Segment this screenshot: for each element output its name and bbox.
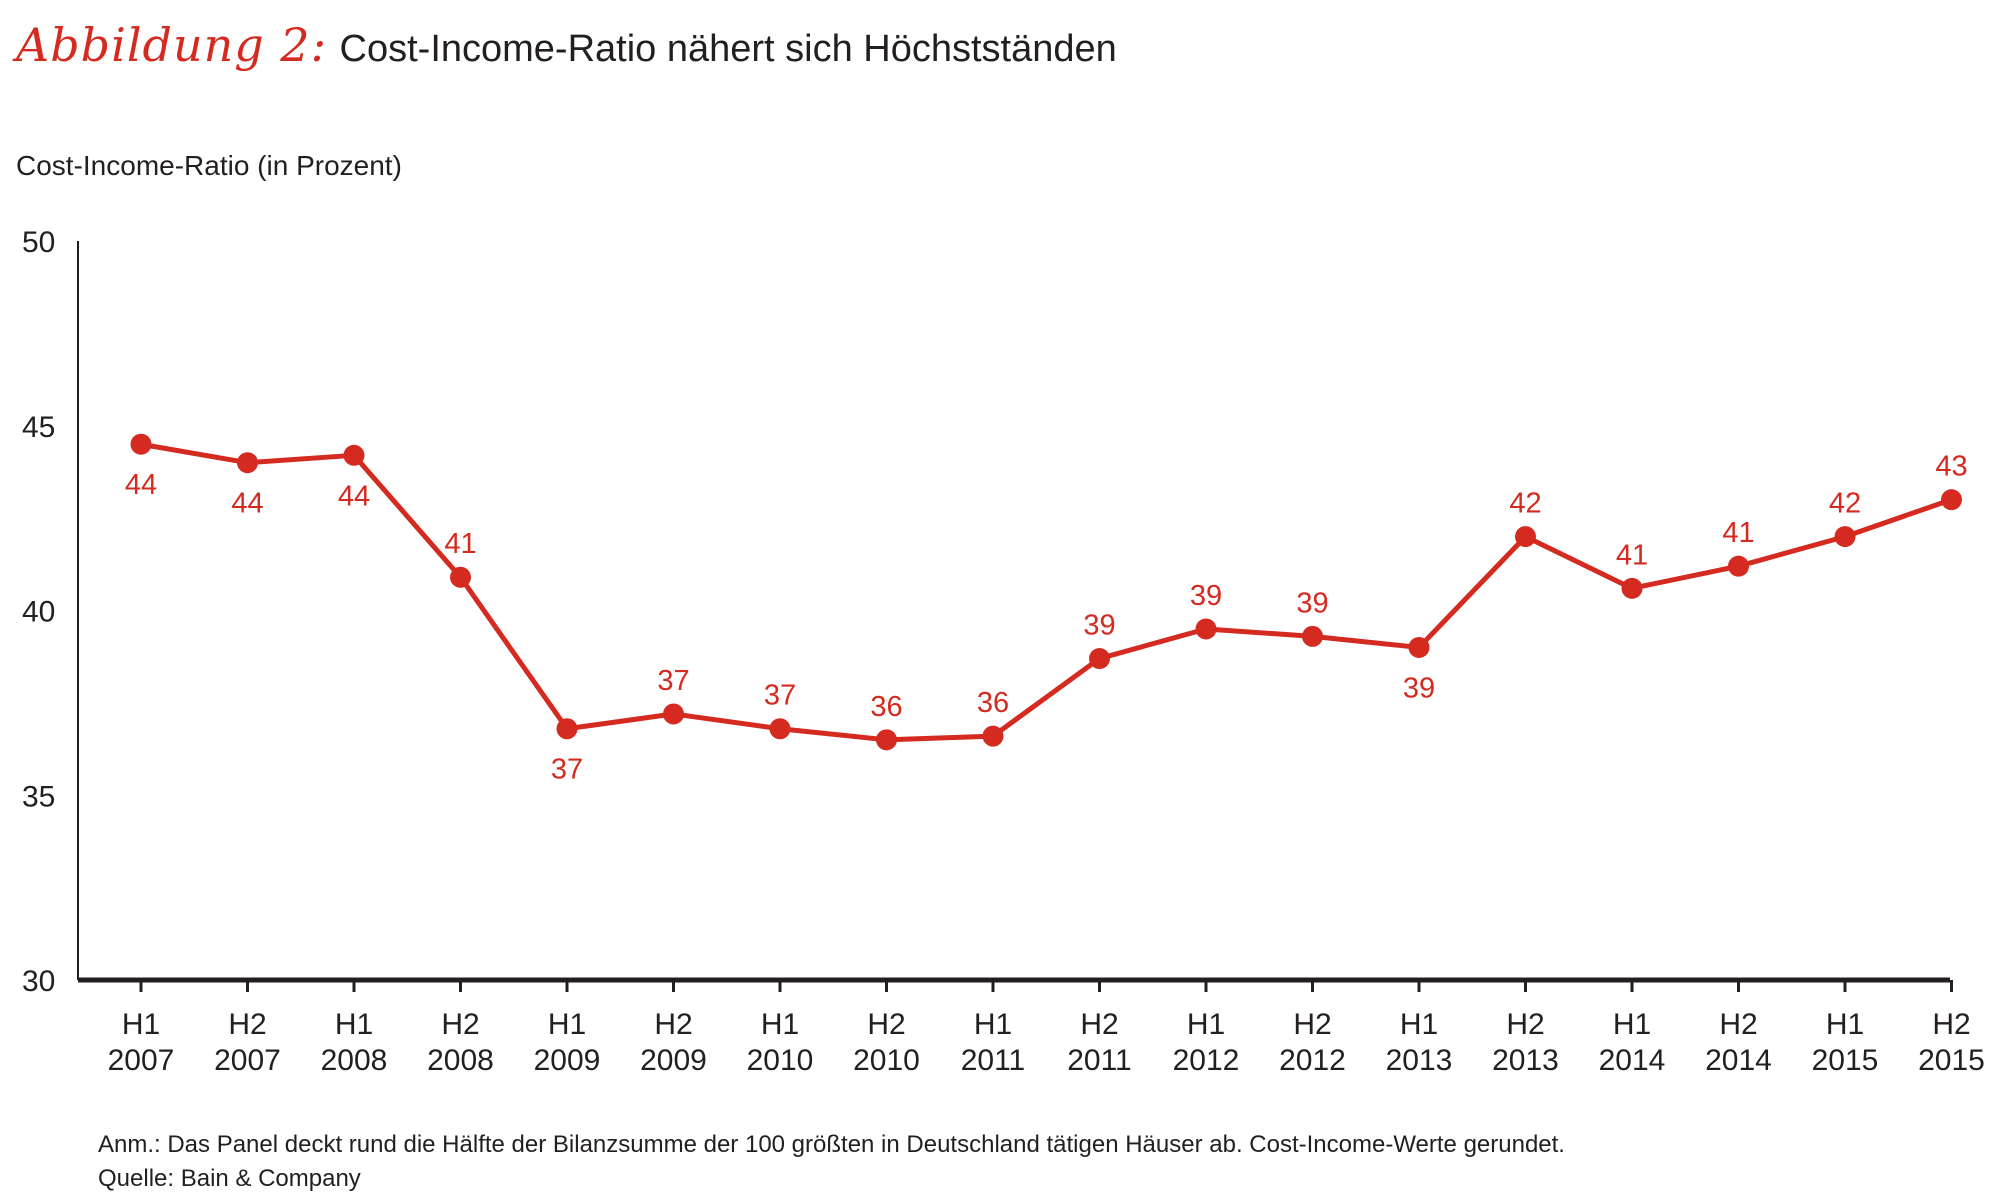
data-label: 37	[551, 754, 583, 786]
data-label: 41	[1722, 517, 1754, 549]
x-tick-label-year: 2009	[534, 1044, 601, 1077]
x-tick-label-year: 2007	[108, 1044, 175, 1077]
figure-title: Cost-Income-Ratio nähert sich Höchststän…	[339, 28, 1117, 70]
data-label: 39	[1083, 610, 1115, 642]
data-point	[450, 566, 471, 588]
data-label: 39	[1190, 580, 1222, 612]
data-label: 37	[764, 680, 796, 712]
x-tick-label-half: H2	[441, 1008, 479, 1041]
data-point	[1302, 625, 1323, 647]
data-label: 41	[1616, 539, 1648, 571]
x-tick-label-half: H1	[974, 1008, 1012, 1041]
y-axis-title: Cost-Income-Ratio (in Prozent)	[16, 150, 402, 181]
x-tick-label-year: 2013	[1492, 1044, 1559, 1077]
x-tick-label-half: H1	[1400, 1008, 1438, 1041]
x-tick-label-half: H2	[867, 1008, 905, 1041]
source-note: Quelle: Bain & Company	[98, 1165, 361, 1192]
x-tick-label-half: H2	[1506, 1008, 1544, 1041]
y-tick-label: 40	[22, 596, 55, 629]
x-tick-label-year: 2008	[427, 1044, 494, 1077]
figure-label: Abbildung 2:	[16, 18, 328, 72]
data-point	[1728, 555, 1749, 577]
x-tick-label-year: 2015	[1812, 1044, 1879, 1077]
y-tick-label: 30	[22, 965, 55, 998]
data-label: 36	[977, 687, 1009, 719]
x-tick-label-year: 2010	[747, 1044, 814, 1077]
footnotes: Anm.: Das Panel deckt rund die Hälfte de…	[98, 1128, 1565, 1196]
data-point	[1408, 636, 1430, 658]
data-point	[1941, 489, 1962, 511]
x-tick-label-half: H1	[335, 1008, 373, 1041]
x-tick-label-half: H2	[654, 1008, 692, 1041]
data-point	[130, 433, 152, 455]
y-tick-label: 45	[22, 411, 55, 444]
x-tick-label-year: 2013	[1386, 1044, 1453, 1077]
x-tick-label-half: H2	[1719, 1008, 1757, 1041]
x-axis-ticks: H12007H22007H12008H22008H12009H22009H120…	[108, 980, 1985, 1077]
data-label: 39	[1403, 672, 1435, 704]
data-point	[343, 444, 365, 466]
data-point	[1621, 577, 1643, 599]
y-axis-ticks: 30 35 40 45 50	[22, 226, 55, 998]
data-point	[1515, 526, 1536, 548]
data-label: 42	[1829, 488, 1861, 520]
x-tick-label-year: 2011	[1067, 1044, 1132, 1077]
series-group: 44 44 44 41 37 37 37 36 36 39 39 39 39 42 41 41 42 43	[125, 433, 1968, 786]
x-tick-label-half: H1	[1613, 1008, 1651, 1041]
x-tick-label-year: 2014	[1705, 1044, 1772, 1077]
y-tick-label: 35	[22, 780, 55, 813]
x-tick-label-half: H2	[228, 1008, 266, 1041]
data-point	[982, 725, 1004, 747]
x-tick-label-year: 2008	[321, 1044, 388, 1077]
x-tick-label-half: H2	[1293, 1008, 1331, 1041]
data-point	[237, 452, 258, 474]
data-point	[1089, 648, 1110, 670]
x-tick-label-half: H1	[1187, 1008, 1225, 1041]
x-tick-label-half: H1	[122, 1008, 160, 1041]
x-tick-label-half: H1	[1826, 1008, 1864, 1041]
x-tick-label-year: 2015	[1918, 1044, 1985, 1077]
data-label: 36	[870, 691, 902, 723]
x-tick-label-year: 2007	[214, 1044, 281, 1077]
annotation-note: Anm.: Das Panel deckt rund die Hälfte de…	[98, 1131, 1565, 1158]
series-line	[140, 441, 1953, 743]
data-point	[556, 718, 578, 740]
data-label: 37	[657, 665, 689, 697]
data-label: 39	[1296, 587, 1328, 619]
data-label: 41	[444, 528, 476, 560]
data-label: 44	[338, 480, 370, 512]
x-tick-label-year: 2014	[1599, 1044, 1666, 1077]
x-tick-label-year: 2012	[1173, 1044, 1240, 1077]
data-point	[876, 729, 897, 751]
data-point	[1195, 618, 1217, 640]
data-point	[663, 703, 684, 725]
data-point	[1834, 526, 1856, 548]
data-label: 44	[231, 488, 263, 520]
data-label: 42	[1509, 488, 1541, 520]
x-tick-label-half: H2	[1932, 1008, 1970, 1041]
x-tick-label-year: 2012	[1279, 1044, 1346, 1077]
data-label: 44	[125, 469, 157, 501]
figure-header: Abbildung 2: Cost-Income-Ratio nähert si…	[16, 18, 1117, 72]
x-tick-label-year: 2010	[853, 1044, 920, 1077]
data-label: 43	[1935, 451, 1967, 483]
data-point	[769, 718, 791, 740]
x-tick-label-year: 2009	[640, 1044, 707, 1077]
x-tick-label-year: 2011	[961, 1044, 1026, 1077]
x-tick-label-half: H1	[761, 1008, 799, 1041]
x-tick-label-half: H2	[1080, 1008, 1118, 1041]
y-tick-label: 50	[22, 226, 55, 259]
chart-axes	[77, 241, 1950, 983]
x-tick-label-half: H1	[548, 1008, 586, 1041]
